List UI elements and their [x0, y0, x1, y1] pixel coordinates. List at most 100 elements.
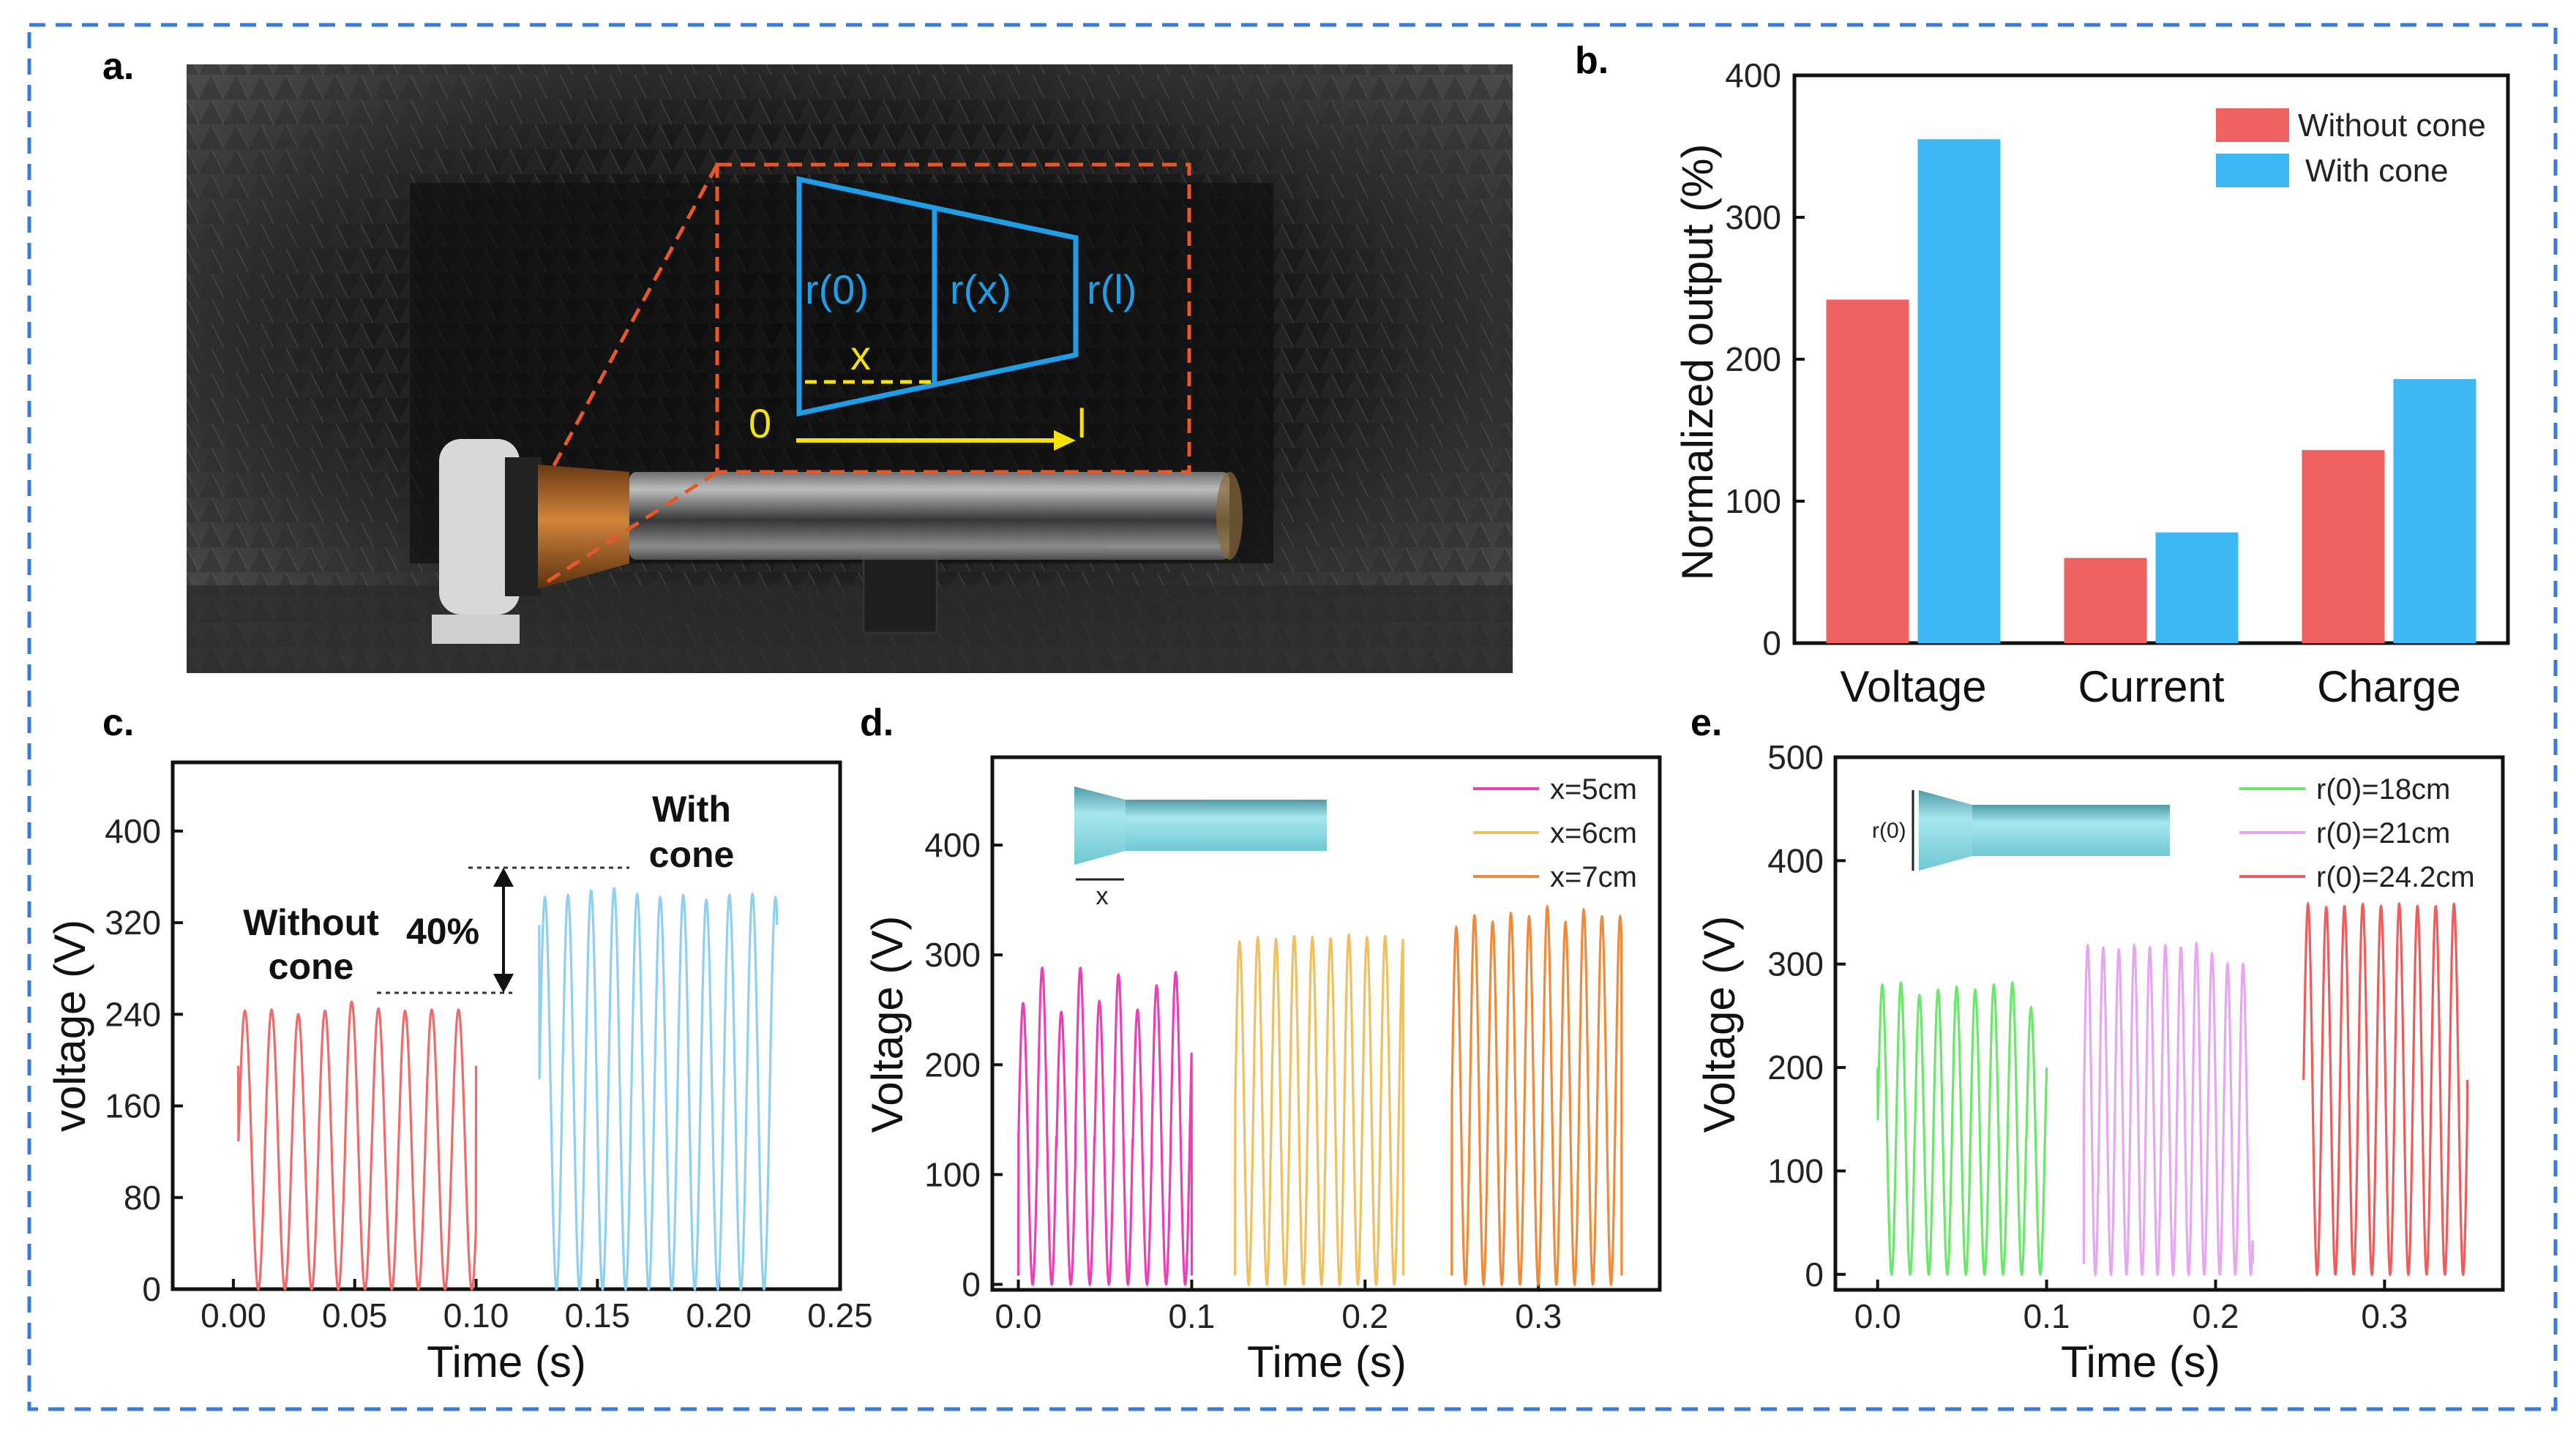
plot-frame-e: [1833, 755, 2505, 1292]
label-rl: r(l): [1087, 266, 1137, 312]
annotation-with-line1: With: [652, 789, 731, 830]
y-tick-label-c: 400: [105, 812, 161, 850]
y-tick-label-e: 500: [1767, 738, 1824, 776]
chamber-floor: [187, 585, 1513, 673]
y-tick-label-d: 200: [924, 1046, 981, 1084]
inset-frame: [715, 162, 1191, 474]
y-axis-title-e: Voltage (V): [1695, 916, 1744, 1133]
x-tick-label-c: 0.00: [201, 1296, 266, 1334]
y-tick-label-b: 300: [1725, 198, 1781, 236]
speaker: [439, 439, 520, 615]
panel-label-e: e.: [1690, 702, 1722, 744]
legend-swatch-without-cone: [2216, 108, 2289, 142]
panel-label-a: a.: [102, 45, 134, 88]
label-zero: 0: [749, 400, 771, 446]
figure-frame: [27, 23, 2558, 1411]
inset-x-label-d: x: [1096, 882, 1109, 910]
x-tick-label-c: 0.05: [322, 1296, 388, 1334]
legend-label-d-1: x=6cm: [1550, 817, 1637, 849]
annotation-without-line2: cone: [269, 946, 354, 987]
inset-tube-e: [1972, 805, 2170, 856]
label-l: l: [1077, 400, 1086, 446]
tube-stand: [862, 551, 938, 634]
series-line-d-2: [1450, 904, 1623, 1288]
y-tick-label-e: 0: [1805, 1255, 1824, 1294]
x-category-label-charge: Charge: [2317, 662, 2461, 711]
label-r0: r(0): [805, 266, 869, 312]
y-tick-label-b: 200: [1725, 340, 1781, 378]
line-chart-d: 0.0 0.1 0.2 0.3 0 100 200 300 400 x=5cm x=6cm x=7c…: [863, 755, 1662, 1386]
bar-without-cone-voltage: [1826, 299, 1909, 643]
bar-chart-b: 0 100 200 300 400 Voltage Current Charge Norma…: [1673, 56, 2510, 711]
speaker-base: [432, 615, 520, 644]
plot-frame-c: [171, 760, 842, 1291]
annotation-with-line2: cone: [649, 834, 735, 875]
y-tick-label-c: 240: [105, 995, 161, 1033]
x-tick-label-e: 0.1: [2023, 1297, 2070, 1335]
legend-swatch-with-cone: [2216, 154, 2289, 187]
panel-label-b: b.: [1575, 40, 1609, 82]
annotation-arrow-head-down: [493, 974, 514, 993]
bar-with-cone-charge: [2393, 379, 2476, 643]
copper-cone: [538, 465, 629, 589]
plot-frame-d: [990, 755, 1662, 1292]
x-category-label-current: Current: [2078, 662, 2224, 711]
x-tick-label-d: 0.3: [1515, 1297, 1562, 1335]
cone-trapezoid: [796, 176, 1079, 417]
series-line-c-1: [538, 887, 779, 1292]
x-tick-label-e: 0.2: [2193, 1297, 2239, 1335]
series-line-d-0: [1016, 966, 1193, 1287]
y-tick-label-e: 300: [1767, 945, 1824, 983]
y-tick-label-c: 80: [124, 1179, 161, 1217]
legend-label-e-0: r(0)=18cm: [2316, 773, 2450, 806]
legend-label-e-2: r(0)=24.2cm: [2316, 861, 2475, 893]
y-tick-label-d: 300: [924, 936, 981, 974]
x-tick-label-d: 0.2: [1341, 1297, 1388, 1335]
y-tick-label-c: 320: [105, 904, 161, 942]
y-tick-label-d: 0: [962, 1265, 981, 1303]
bar-with-cone-current: [2155, 532, 2239, 643]
label-rx: r(x): [950, 266, 1011, 312]
y-tick-label-b: 400: [1725, 56, 1781, 94]
series-line-e-1: [2082, 941, 2254, 1278]
annotation-increase: 40%: [406, 911, 479, 952]
x-tick-label-c: 0.25: [807, 1296, 873, 1334]
panel-label-c: c.: [102, 702, 134, 744]
x-tick-label-d: 0.0: [995, 1297, 1042, 1335]
inset-leader-bottom: [540, 470, 719, 588]
series-line-c-0: [236, 1000, 478, 1291]
inset-tube-d: [1126, 800, 1327, 851]
y-axis-title-c: voltage (V): [45, 920, 94, 1132]
y-tick-label-e: 400: [1767, 841, 1824, 879]
x-axis-title-c: Time (s): [427, 1337, 586, 1386]
inset-leader-top: [550, 163, 719, 470]
x-category-label-voltage: Voltage: [1840, 662, 1986, 711]
bar-with-cone-voltage: [1917, 139, 2001, 644]
inset-r0-label-e: r(0): [1872, 819, 1906, 843]
x-tick-label-c: 0.15: [565, 1296, 631, 1334]
y-tick-label-d: 400: [924, 826, 981, 864]
glass-tube: [629, 472, 1229, 560]
x-tick-label-c: 0.10: [443, 1296, 509, 1334]
panel-label-d: d.: [860, 702, 894, 744]
legend-label-with-cone: With cone: [2305, 153, 2449, 189]
y-tick-label-d: 100: [924, 1155, 981, 1193]
label-x: x: [850, 332, 871, 378]
annotation-without-line1: Without: [243, 902, 379, 943]
legend-label-without-cone: Without cone: [2298, 108, 2486, 143]
x-tick-label-d: 0.1: [1168, 1297, 1215, 1335]
y-tick-label-e: 200: [1767, 1048, 1824, 1086]
axis-arrow-head: [1054, 430, 1076, 451]
line-chart-e: 0.0 0.1 0.2 0.3 0 100 200 300 400 500 r(0)=18cm r(…: [1695, 738, 2505, 1386]
y-tick-label-b: 100: [1725, 482, 1781, 520]
x-axis-title-d: Time (s): [1247, 1337, 1407, 1386]
x-tick-label-e: 0.3: [2361, 1297, 2408, 1335]
bar-without-cone-charge: [2302, 450, 2385, 643]
series-line-d-1: [1234, 932, 1404, 1288]
legend-label-d-0: x=5cm: [1550, 773, 1637, 806]
y-tick-label-c: 160: [105, 1087, 161, 1125]
tube-end: [1216, 472, 1243, 560]
cone-tube-inset-d: x: [1074, 787, 1327, 910]
legend-b: Without cone With cone: [2216, 108, 2486, 189]
